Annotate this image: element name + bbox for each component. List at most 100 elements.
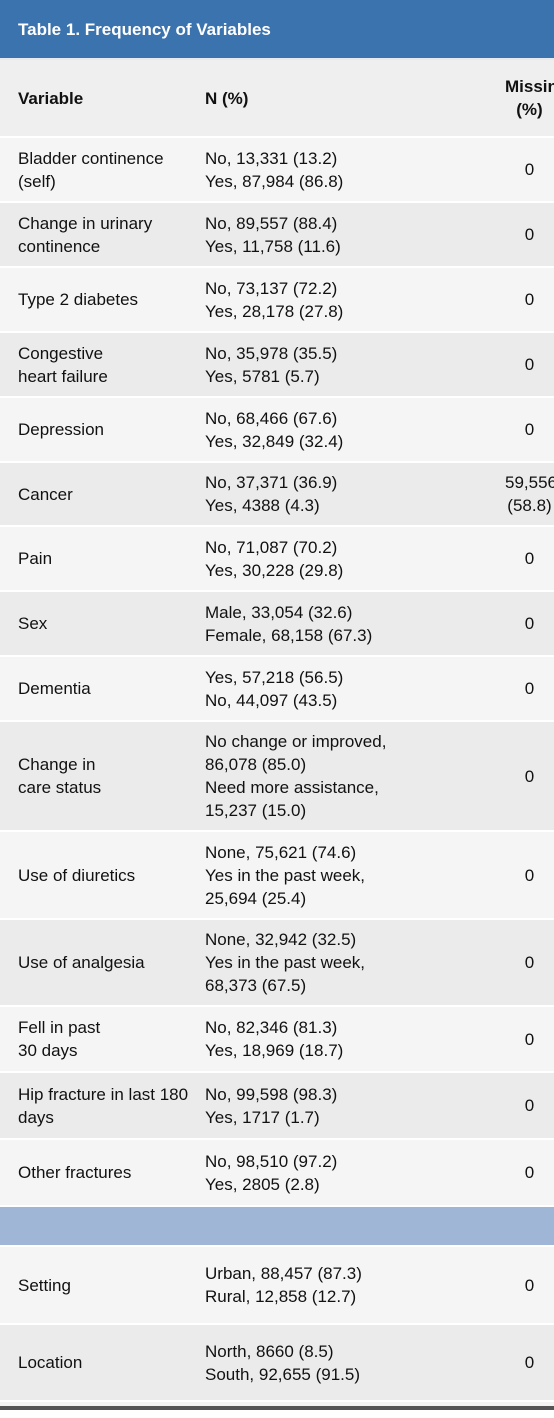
- table-cell: Change in urinary continence: [0, 202, 205, 268]
- table-row: Location North, 8660 (8.5) South, 92,655 (…: [0, 1324, 554, 1402]
- cell-line: No, 35,978 (35.5): [205, 343, 338, 363]
- cell-line: Change in: [18, 755, 96, 774]
- table-cell: 0: [455, 397, 554, 463]
- cell-line: Yes in the past week,: [205, 953, 366, 972]
- cell-line: No, 89,557 (88.4): [205, 213, 338, 233]
- table-row: Congestive heart failure No, 35,978 (35.5)…: [0, 332, 554, 398]
- table-cell: No, 82,346 (81.3) Yes, 18,969 (18.7): [205, 1006, 455, 1073]
- cell-line: South, 92,655 (91.5): [205, 1364, 361, 1384]
- table-title: Table 1. Frequency of Variables: [0, 0, 554, 60]
- cell-line: Female, 68,158 (67.3): [205, 625, 373, 645]
- table-cell: Male, 33,054 (32.6) Female, 68,158 (67.3): [205, 591, 455, 657]
- column-header: Variable: [0, 60, 205, 138]
- table-row: Sex Male, 33,054 (32.6) Female, 68,158 (67…: [0, 591, 554, 657]
- table-cell: Depression: [0, 397, 205, 463]
- column-header: N (%): [205, 60, 455, 138]
- cell-line: No, 37,371 (36.9): [205, 473, 338, 492]
- table-cell: Congestive heart failure: [0, 332, 205, 398]
- table-cell: 0: [455, 1246, 554, 1325]
- table-cell: Sex: [0, 591, 205, 657]
- table-cell: Setting: [0, 1246, 205, 1325]
- cell-line: 86,078 (85.0): [205, 755, 307, 774]
- table-cell: Change in care status: [0, 721, 205, 832]
- table-row: Bladder continence (self) No, 13,331 (13.…: [0, 137, 554, 203]
- table-cell: Bladder continence (self): [0, 137, 205, 203]
- cell-line: North, 8660 (8.5): [205, 1341, 334, 1361]
- table-cell: No, 99,598 (98.3) Yes, 1717 (1.7): [205, 1072, 455, 1140]
- cell-line: Yes, 32,849 (32.4): [205, 431, 344, 451]
- table-cell: No, 35,978 (35.5) Yes, 5781 (5.7): [205, 332, 455, 398]
- table-row: Cancer No, 37,371 (36.9) Yes, 4388 (4.3) 59…: [0, 462, 554, 527]
- cell-line: Yes, 11,758 (11.6): [205, 236, 341, 256]
- cell-line: Yes, 30,228 (29.8): [205, 560, 344, 580]
- cell-line: No, 13,331 (13.2): [205, 148, 338, 168]
- table-cell: No, 68,466 (67.6) Yes, 32,849 (32.4): [205, 397, 455, 463]
- table-cell: 0: [455, 332, 554, 398]
- table-cell: Yes, 57,218 (56.5) No, 44,097 (43.5): [205, 656, 455, 722]
- cell-line: 25,694 (25.4): [205, 888, 307, 908]
- cell-line: No, 73,137 (72.2): [205, 278, 338, 298]
- cell-line: Yes, 4388 (4.3): [205, 496, 320, 515]
- table-cell: 0: [455, 137, 554, 203]
- table-cell: 0: [455, 1006, 554, 1073]
- cell-line: Rural, 12,858 (12.7): [205, 1287, 357, 1306]
- table-cell: Use of analgesia: [0, 919, 205, 1007]
- table-cell: No change or improved, 86,078 (85.0) Need …: [205, 721, 455, 832]
- cell-line: Urban, 88,457 (87.3): [205, 1264, 362, 1283]
- section-band: [0, 1206, 554, 1247]
- band-cell: [0, 1206, 554, 1247]
- table-row: Type 2 diabetes No, 73,137 (72.2) Yes, 28,…: [0, 267, 554, 333]
- table-cell: 0: [455, 1139, 554, 1207]
- cell-line: No, 44,097 (43.5): [205, 690, 338, 710]
- table-cell: 0: [455, 202, 554, 268]
- cell-line: (58.8): [507, 496, 552, 515]
- cell-line: Yes, 18,969 (18.7): [205, 1041, 344, 1060]
- table-cell: No, 73,137 (72.2) Yes, 28,178 (27.8): [205, 267, 455, 333]
- cell-line: Need more assistance,: [205, 778, 379, 797]
- table-cell: Cancer: [0, 462, 205, 527]
- table-cell: No, 13,331 (13.2) Yes, 87,984 (86.8): [205, 137, 455, 203]
- column-header: Missing (%): [455, 60, 554, 138]
- table-cell: Other fractures: [0, 1139, 205, 1207]
- cell-line: Missing: [505, 77, 554, 96]
- table-row: Fell in past 30 days No, 82,346 (81.3) Yes,…: [0, 1006, 554, 1073]
- table-row: Depression No, 68,466 (67.6) Yes, 32,849 (…: [0, 397, 554, 463]
- table-cell: North, 8660 (8.5) South, 92,655 (91.5): [205, 1324, 455, 1402]
- table-cell: 59,556 (58.8): [455, 462, 554, 527]
- table-cell: Pain: [0, 526, 205, 592]
- table-cell: 0: [455, 656, 554, 722]
- table-cell: None, 75,621 (74.6) Yes in the past week,…: [205, 831, 455, 920]
- cell-line: No, 98,510 (97.2): [205, 1151, 338, 1171]
- cell-line: 15,237 (15.0): [205, 801, 307, 820]
- table-bottom: [0, 1402, 554, 1410]
- table-cell: No, 37,371 (36.9) Yes, 4388 (4.3): [205, 462, 455, 527]
- table-cell: None, 32,942 (32.5) Yes in the past week,…: [205, 919, 455, 1007]
- table-cell: 0: [455, 831, 554, 920]
- cell-line: Yes, 57,218 (56.5): [205, 667, 344, 687]
- table-cell: Use of diuretics: [0, 831, 205, 920]
- table-cell: Type 2 diabetes: [0, 267, 205, 333]
- table-cell: Hip fracture in last 180 days: [0, 1072, 205, 1140]
- table-row: Pain No, 71,087 (70.2) Yes, 30,228 (29.8) 0: [0, 526, 554, 592]
- table-cell: Dementia: [0, 656, 205, 722]
- cell-line: 30 days: [18, 1041, 78, 1060]
- cell-line: 68,373 (67.5): [205, 976, 307, 995]
- table-row: Dementia Yes, 57,218 (56.5) No, 44,097 (43…: [0, 656, 554, 722]
- table-cell: No, 89,557 (88.4) Yes, 11,758 (11.6): [205, 202, 455, 268]
- table-cell: 0: [455, 1072, 554, 1140]
- cell-line: No, 71,087 (70.2): [205, 537, 338, 557]
- cell-line: Yes, 2805 (2.8): [205, 1174, 320, 1194]
- table-row: Change in care status No change or improve…: [0, 721, 554, 832]
- cell-line: Male, 33,054 (32.6): [205, 602, 353, 622]
- cell-line: Yes, 87,984 (86.8): [205, 171, 344, 191]
- cell-line: No, 68,466 (67.6): [205, 408, 338, 428]
- table-cell: Fell in past 30 days: [0, 1006, 205, 1073]
- table-cell: Location: [0, 1324, 205, 1402]
- cell-line: Congestive: [18, 343, 104, 363]
- cell-line: Yes, 1717 (1.7): [205, 1107, 320, 1127]
- cell-line: None, 75,621 (74.6): [205, 842, 357, 862]
- table-cell: 0: [455, 1324, 554, 1402]
- table-row: Use of analgesia None, 32,942 (32.5) Yes i…: [0, 919, 554, 1007]
